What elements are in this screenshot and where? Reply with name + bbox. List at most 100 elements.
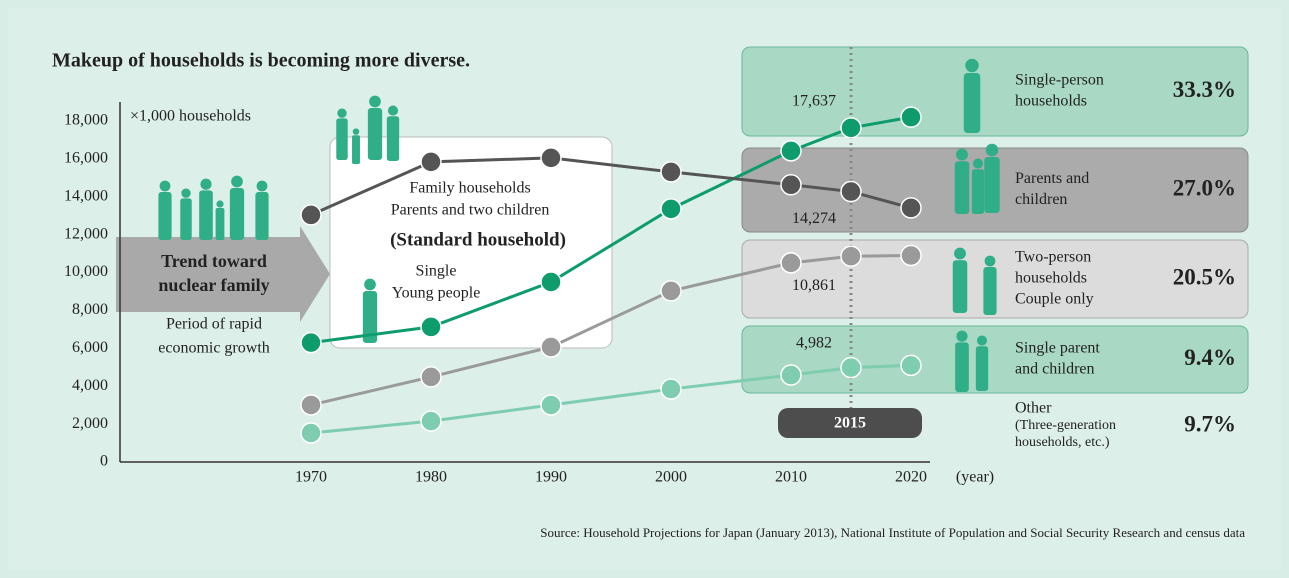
data-label: 4,982 <box>796 334 832 351</box>
data-point <box>780 174 802 196</box>
y-tick-label: 16,000 <box>64 150 108 167</box>
highlight-badge <box>778 408 922 438</box>
category-name: Other <box>1015 400 1052 417</box>
y-tick-label: 18,000 <box>64 112 108 129</box>
data-point <box>900 197 922 219</box>
person-icon <box>255 192 269 240</box>
person-icon <box>983 267 997 315</box>
y-tick-label: 12,000 <box>64 225 108 242</box>
category-name: Parents and <box>1015 170 1089 187</box>
person-icon <box>954 161 970 214</box>
y-tick-label: 14,000 <box>64 187 108 204</box>
data-point <box>840 245 862 267</box>
x-axis-label: (year) <box>956 469 994 486</box>
annotation: Trend toward <box>161 251 267 271</box>
data-point <box>540 147 562 169</box>
person-icon <box>364 278 376 291</box>
chart-title: Makeup of households is becoming more di… <box>52 50 470 72</box>
category-name: (Three-generation <box>1015 418 1116 433</box>
category-name: Couple only <box>1015 291 1094 308</box>
person-icon <box>956 330 968 342</box>
category-panel <box>741 46 1249 137</box>
y-tick-label: 0 <box>100 453 108 470</box>
person-icon <box>159 180 171 192</box>
person-icon <box>229 188 245 240</box>
data-point <box>840 117 862 139</box>
person-icon <box>984 255 996 267</box>
category-name: Single parent <box>1015 340 1100 357</box>
person-icon <box>199 190 213 240</box>
x-tick-label: 1970 <box>295 469 327 486</box>
annotation: Parents and two children <box>391 202 550 219</box>
category-panel <box>741 325 1249 394</box>
person-icon <box>965 58 979 73</box>
data-point <box>420 316 442 338</box>
person-icon <box>971 169 985 214</box>
person-icon <box>181 188 191 198</box>
annotation: (Standard household) <box>390 229 566 250</box>
data-point <box>840 180 862 203</box>
data-point <box>660 161 682 183</box>
person-icon <box>158 192 172 240</box>
annotation: Family households <box>409 180 530 197</box>
person-icon <box>976 335 988 346</box>
data-point <box>300 331 322 354</box>
x-tick-label: 2020 <box>895 469 927 486</box>
person-icon <box>963 73 981 133</box>
category-name: households <box>1015 270 1087 287</box>
person-icon <box>985 143 999 157</box>
data-point <box>540 394 562 416</box>
share-value: 20.5% <box>1173 264 1236 289</box>
person-icon <box>952 260 968 313</box>
annotation: economic growth <box>158 340 270 357</box>
y-unit: ×1,000 households <box>130 108 251 125</box>
highlight-label: 2015 <box>834 415 866 432</box>
source: Source: Household Projections for Japan … <box>540 525 1245 540</box>
data-label: 17,637 <box>792 92 836 109</box>
person-icon <box>369 95 381 108</box>
y-tick-label: 2,000 <box>72 415 108 432</box>
data-point <box>900 244 922 267</box>
data-point <box>420 151 442 173</box>
person-icon <box>984 157 1000 213</box>
person-icon <box>180 198 192 240</box>
person-icon <box>386 116 400 161</box>
category-name: households <box>1015 93 1087 110</box>
person-icon <box>200 178 212 190</box>
share-value: 9.4% <box>1184 345 1236 370</box>
data-point <box>300 204 322 226</box>
y-tick-label: 8,000 <box>72 301 108 318</box>
trend-arrow <box>116 226 330 322</box>
data-point <box>780 252 802 274</box>
annotation: Young people <box>392 285 481 302</box>
standard-box <box>329 136 613 349</box>
annotation: Single <box>416 263 457 280</box>
person-icon <box>956 148 968 161</box>
person-icon <box>352 128 360 135</box>
x-tick-label: 2000 <box>655 469 687 486</box>
data-point <box>780 364 802 386</box>
person-icon <box>337 108 347 118</box>
data-point <box>300 394 322 416</box>
person-icon <box>352 135 360 164</box>
data-point <box>540 336 562 358</box>
share-value: 27.0% <box>1173 175 1236 200</box>
data-label: 10,861 <box>792 277 836 294</box>
data-point <box>300 422 322 444</box>
person-icon <box>367 108 383 160</box>
person-icon <box>362 291 378 343</box>
share-value: 33.3% <box>1173 77 1236 102</box>
data-point <box>780 140 802 162</box>
person-icon <box>215 208 225 240</box>
person-icon <box>972 158 984 169</box>
category-name: children <box>1015 191 1067 208</box>
data-point <box>540 271 562 293</box>
person-icon <box>387 105 399 116</box>
x-tick-label: 2010 <box>775 469 807 486</box>
person-icon <box>231 175 243 188</box>
person-icon <box>336 118 348 160</box>
person-icon <box>955 342 969 392</box>
data-label: 14,274 <box>792 210 836 227</box>
data-point <box>660 378 682 400</box>
